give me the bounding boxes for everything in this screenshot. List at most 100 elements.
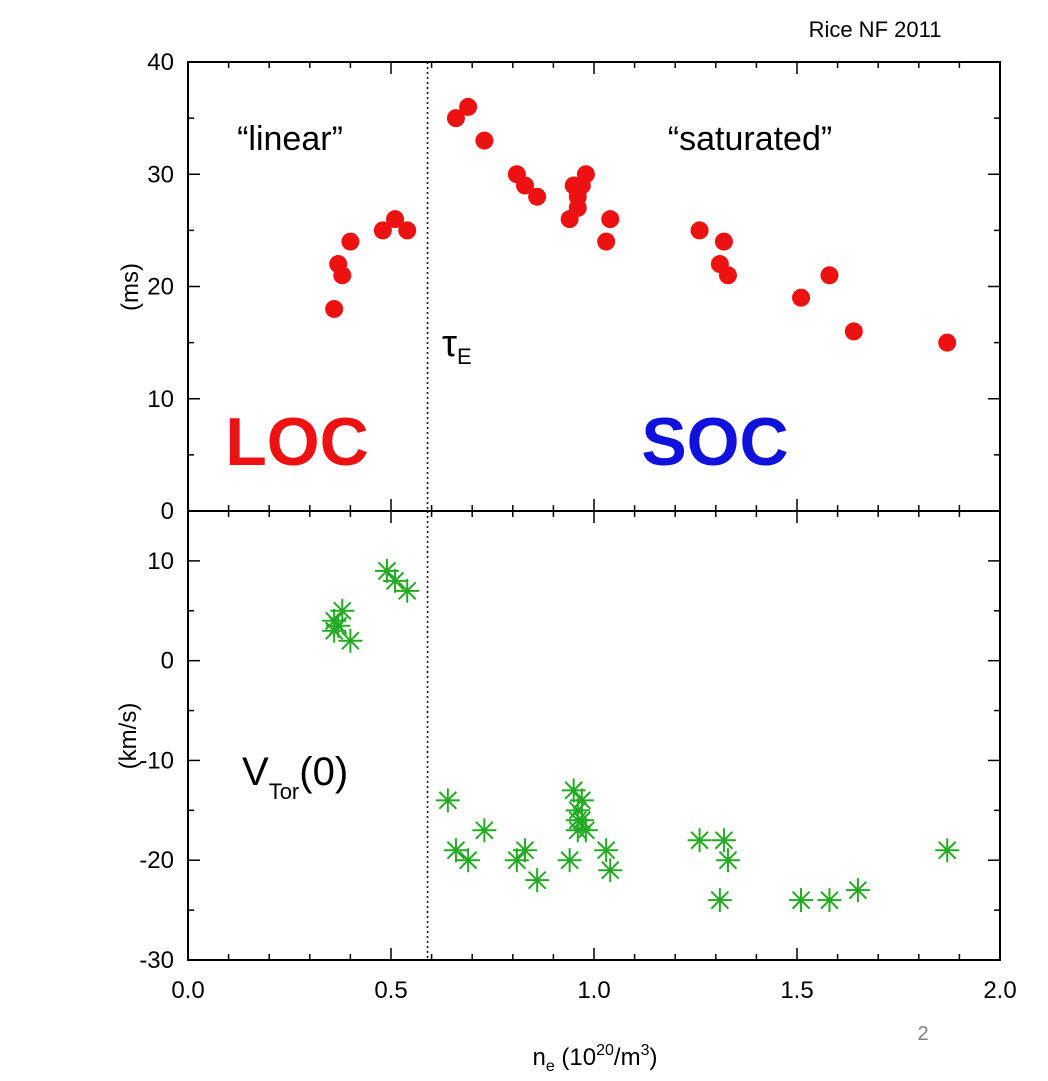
- tau-e-point: [459, 97, 478, 116]
- vtor-axis-ticks: [187, 510, 1001, 961]
- tau-e-point: [792, 288, 811, 307]
- vtor-point-stroke: [791, 890, 811, 910]
- vtor-point: [845, 878, 870, 903]
- tau-e-point: [386, 210, 405, 229]
- tau-e-point: [597, 232, 616, 251]
- vtor-point-stroke: [527, 870, 547, 890]
- x-axis-label-open: (10: [555, 1044, 596, 1071]
- vtor-point: [707, 888, 732, 913]
- tau-e-point: [718, 266, 737, 285]
- x-axis-label-sub: e: [546, 1058, 555, 1075]
- tau-e-point: [938, 333, 957, 352]
- vtor-point: [687, 828, 712, 853]
- vtor-point-stroke: [398, 581, 417, 601]
- vtor-point-stroke: [572, 791, 592, 810]
- vtor-point: [711, 828, 736, 853]
- vtor-point-stroke: [377, 561, 397, 581]
- vtor-point: [374, 558, 399, 583]
- vtor-point-stroke: [938, 841, 957, 860]
- tau-e-point: [475, 131, 494, 150]
- vtor-point: [472, 818, 497, 843]
- x-tick-label: 1.5: [780, 977, 813, 1004]
- linear-regime-label: “linear”: [237, 120, 343, 158]
- vtor-point: [935, 838, 960, 863]
- vtor-point: [598, 858, 623, 883]
- y-tick-label: 0: [161, 498, 174, 525]
- vtor-point: [715, 848, 740, 873]
- tau-e-point: [576, 165, 595, 184]
- citation: Rice NF 2011: [809, 17, 942, 42]
- vtor-point: [443, 838, 468, 863]
- vtor-point-stroke: [515, 841, 535, 860]
- x-tick-label: 0.0: [171, 977, 204, 1004]
- vtor-point: [395, 578, 420, 603]
- y-tick-label: -30: [139, 947, 174, 974]
- x-axis-label-close: ): [650, 1044, 658, 1071]
- tau-e-point: [515, 176, 534, 195]
- x-axis-label-sup2: 3: [641, 1042, 650, 1059]
- tau-e-point: [398, 221, 417, 240]
- vtor-point: [594, 838, 619, 863]
- vtor-point: [573, 818, 598, 843]
- vtor-point-stroke: [564, 781, 583, 800]
- vtor-point-stroke: [690, 831, 709, 850]
- tau-e-point: [446, 109, 465, 128]
- tau-e-y-tick-labels: 0 10 20 30 40: [147, 49, 174, 525]
- vtor-point-stroke: [385, 571, 405, 591]
- vtor-point: [456, 848, 481, 873]
- vtor-point: [435, 788, 460, 813]
- vtor-point-stroke: [507, 851, 527, 870]
- x-axis-label: ne (1020/m3): [533, 1042, 658, 1075]
- vtor-point-stroke: [572, 811, 592, 830]
- x-axis-label-unit: /m: [614, 1044, 641, 1071]
- vtor-point-stroke: [446, 841, 466, 860]
- vtor-panel: -30 -20 -10 0 10 0.0 0.5 1.0 1.5 2.0 (km/s) VTor…: [115, 510, 1017, 1075]
- vtor-point: [817, 888, 842, 913]
- vtor-point: [525, 868, 550, 893]
- y-tick-label: 10: [147, 548, 174, 575]
- x-tick-label: 1.0: [577, 977, 610, 1004]
- slide-number: 2: [917, 1023, 928, 1045]
- vtor-point-stroke: [710, 890, 730, 910]
- y-tick-label: 40: [147, 49, 174, 76]
- vtor-point: [383, 568, 408, 593]
- vtor-point-stroke: [848, 880, 868, 900]
- y-tick-label: 20: [147, 274, 174, 301]
- vtor-data-points: [322, 558, 960, 913]
- vtor-point: [789, 888, 814, 913]
- tau-e-point: [373, 221, 392, 240]
- vtor-point: [569, 808, 594, 833]
- vtor-point-stroke: [341, 631, 360, 650]
- tau-e-point: [333, 266, 352, 285]
- vtor-point-stroke: [333, 601, 352, 620]
- tau-e-y-axis-label: (ms): [117, 263, 144, 311]
- tau-e-label: τE: [442, 323, 472, 369]
- vtor-point-stroke: [714, 831, 734, 850]
- vtor-point: [330, 598, 355, 623]
- tau-e-point: [714, 232, 733, 251]
- tau-e-point: [820, 266, 839, 285]
- y-tick-label: 30: [147, 161, 174, 188]
- vtor-point-stroke: [438, 791, 458, 810]
- vtor-point-stroke: [329, 616, 348, 635]
- vtor-point-stroke: [718, 851, 738, 870]
- vtor-point-stroke: [596, 841, 616, 860]
- y-tick-label: 0: [161, 648, 174, 675]
- x-tick-label: 0.5: [374, 977, 407, 1004]
- vtor-point: [326, 613, 351, 638]
- x-tick-label: 2.0: [983, 977, 1016, 1004]
- tau-e-panel: 0 10 20 30 40 (ms) “linear” “saturated” τE L…: [117, 49, 1001, 525]
- y-tick-label: -20: [139, 847, 174, 874]
- vtor-point-stroke: [568, 801, 587, 820]
- y-tick-label: -10: [139, 747, 174, 774]
- tau-e-point: [341, 232, 360, 251]
- tau-e-point: [325, 299, 344, 318]
- tau-symbol: τ: [442, 323, 457, 365]
- tau-e-point: [844, 322, 863, 341]
- vtor-v: V: [242, 750, 269, 794]
- vtor-point-stroke: [576, 821, 596, 840]
- x-axis-label-base: n: [533, 1044, 546, 1071]
- vtor-point-stroke: [601, 861, 620, 880]
- tau-subscript: E: [457, 344, 472, 369]
